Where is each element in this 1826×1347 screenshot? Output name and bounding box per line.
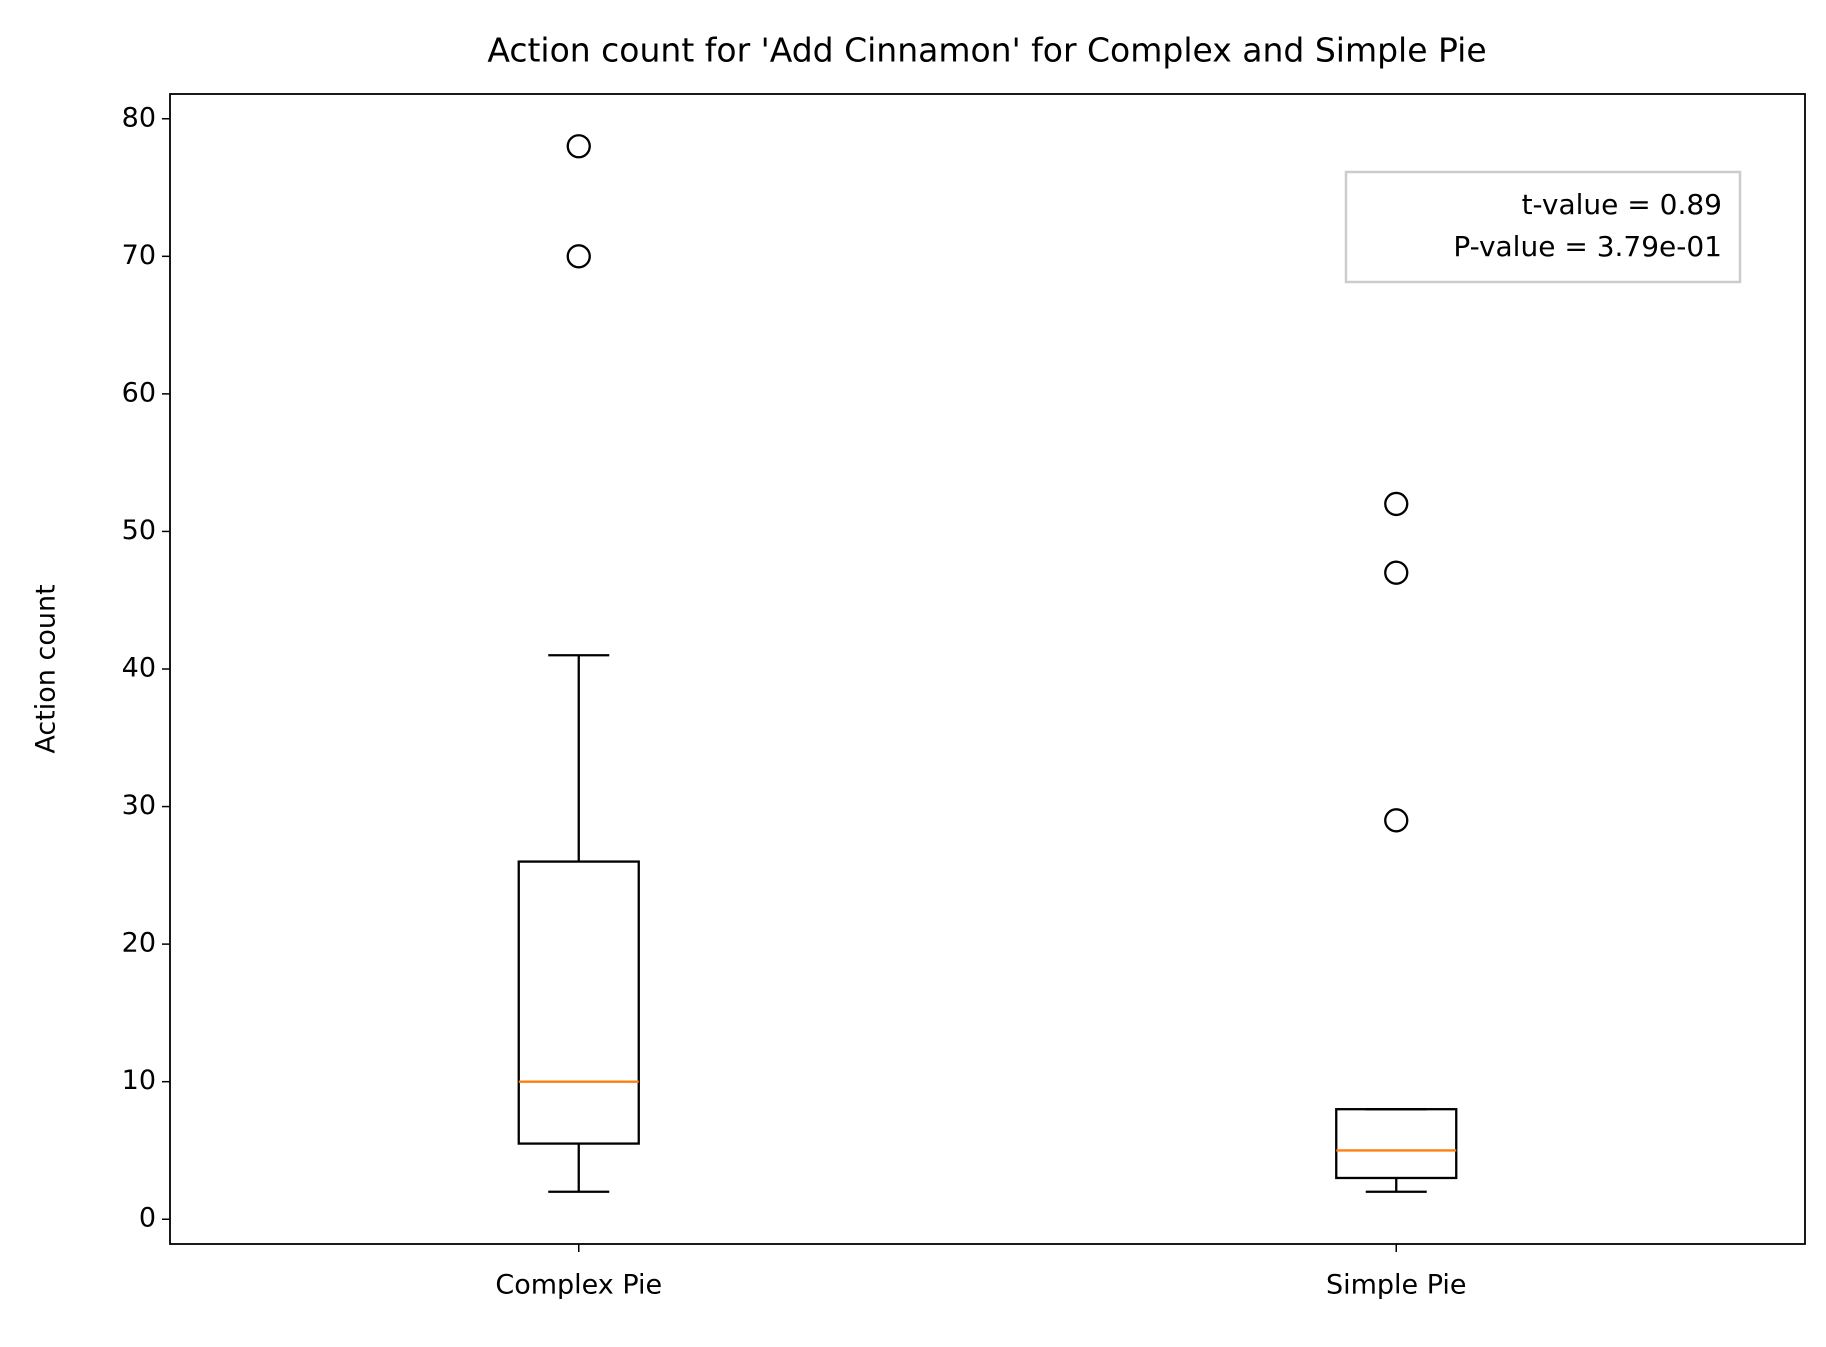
- x-tick-label: Complex Pie: [495, 1270, 662, 1301]
- plot-frame: [169, 93, 1806, 1245]
- y-tick-label: 10: [122, 1065, 156, 1096]
- y-tick-label: 60: [122, 377, 156, 408]
- y-tick-label: 20: [122, 928, 156, 959]
- y-tick-label: 80: [122, 102, 156, 133]
- flier: [1384, 560, 1409, 585]
- annotation-box: [1344, 170, 1742, 284]
- annotation-text: t-value = 0.89: [1522, 188, 1722, 221]
- chart-title: Action count for 'Add Cinnamon' for Comp…: [487, 31, 1486, 70]
- y-axis-label: Action count: [31, 584, 62, 753]
- y-tick-label: 30: [122, 790, 156, 821]
- x-tick-label: Simple Pie: [1326, 1270, 1467, 1301]
- y-tick-label: 0: [139, 1203, 156, 1234]
- flier: [1384, 808, 1409, 833]
- y-tick-label: 40: [122, 653, 156, 684]
- box: [517, 860, 640, 1145]
- box: [1335, 1108, 1458, 1180]
- flier: [566, 134, 591, 159]
- y-tick-label: 70: [122, 240, 156, 271]
- annotation-text: P-value = 3.79e-01: [1453, 230, 1722, 263]
- flier: [566, 244, 591, 269]
- flier: [1384, 491, 1409, 517]
- y-tick-label: 50: [122, 515, 156, 546]
